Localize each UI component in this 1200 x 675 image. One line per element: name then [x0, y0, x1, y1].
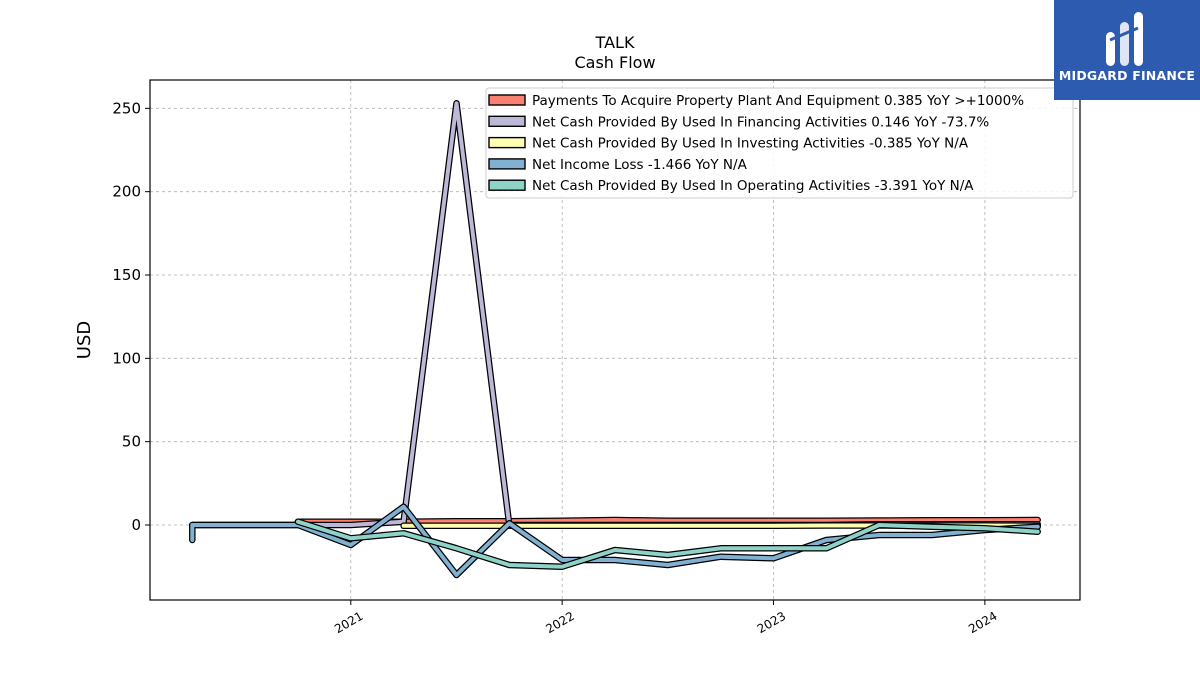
legend-label-0: Payments To Acquire Property Plant And E…	[532, 93, 1024, 109]
y-tick-label: 250	[112, 99, 141, 117]
legend-swatch-4	[488, 179, 526, 191]
series-lines	[189, 100, 1041, 579]
midgard-finance-logo: MIDGARD FINANCE	[1054, 0, 1200, 100]
y-tick-label: 200	[112, 183, 141, 201]
y-tick-label: 50	[122, 433, 141, 451]
legend-label-3: Net Income Loss -1.466 YoY N/A	[532, 157, 748, 173]
logo-text: MIDGARD FINANCE	[1058, 68, 1196, 83]
legend-label-1: Net Cash Provided By Used In Financing A…	[532, 114, 989, 130]
series-line-4	[296, 519, 1040, 569]
x-tick-label: 2022	[543, 609, 576, 636]
legend-label-4: Net Cash Provided By Used In Operating A…	[532, 178, 974, 194]
legend-swatch-2	[488, 136, 526, 149]
x-tick-label: 2023	[755, 609, 788, 636]
x-tick-label: 2024	[966, 609, 999, 636]
legend-swatch-0	[488, 94, 526, 106]
series-line-0	[296, 518, 1040, 524]
x-axis: 2021 2022 2023 2024	[332, 600, 1000, 636]
plot-frame	[149, 79, 1081, 601]
y-axis: 0 50 100 150 200 250	[112, 99, 150, 534]
y-axis-label: USD	[74, 321, 95, 359]
chart-title: TALK	[595, 33, 635, 52]
legend-swatch-3	[488, 158, 526, 170]
logo-mark-icon	[1106, 12, 1143, 66]
chart-subtitle: Cash Flow	[574, 53, 655, 72]
legend-box	[485, 87, 1074, 199]
legend: Payments To Acquire Property Plant And E…	[485, 87, 1074, 199]
y-tick-label: 100	[112, 349, 141, 367]
x-tick-label: 2021	[332, 609, 365, 636]
legend-swatch-1	[488, 115, 526, 128]
y-tick-label: 0	[131, 516, 141, 534]
legend-label-2: Net Cash Provided By Used In Investing A…	[532, 136, 969, 152]
y-tick-label: 150	[112, 266, 141, 284]
